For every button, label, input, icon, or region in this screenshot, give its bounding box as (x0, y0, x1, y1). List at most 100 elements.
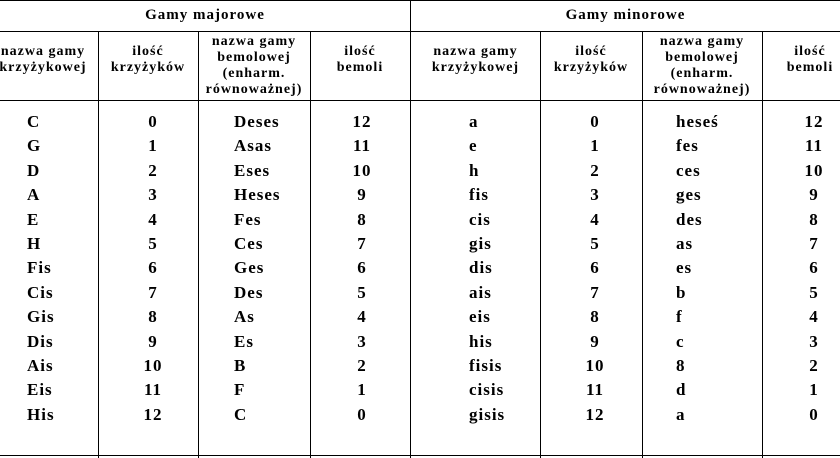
table-cell: 4 (809, 307, 819, 327)
table-cell: His (27, 404, 55, 424)
table-cell: 1 (357, 380, 367, 400)
column-major-flat-names: Deses Asas Eses Heses Fes Ces Ges Des As Es B F C (234, 110, 310, 427)
column-major-flat-counts: 12 11 10 9 8 7 6 5 4 3 2 1 0 (318, 110, 406, 427)
table-cell: C (27, 112, 41, 131)
table-cell: 1 (809, 380, 819, 400)
table-cell: 6 (809, 258, 819, 278)
column-minor-sharp-names: a e h fis cis gis dis ais eis his fisis cisis gisis (469, 110, 539, 427)
table-cell: 2 (148, 160, 158, 180)
col-divider-1 (98, 31, 99, 458)
column-minor-sharp-counts: 0 1 2 3 4 5 6 7 8 9 10 11 12 (545, 110, 645, 427)
table-cell: 5 (357, 282, 367, 302)
table-cell: 7 (809, 233, 819, 253)
bottom-border (0, 455, 840, 456)
table-cell: es (676, 258, 693, 278)
header-major-sharp-count: ilość krzyżyków (110, 44, 186, 75)
table-cell: a (676, 404, 686, 424)
table-cell: 8 (590, 307, 600, 327)
major-scales-header: Gamy majorowe (145, 7, 265, 23)
table-cell: 3 (590, 185, 600, 205)
table-cell: Fes (234, 209, 262, 229)
table-cell: 8 (357, 209, 367, 229)
header-major-flat-count: ilość bemoli (336, 44, 384, 75)
group-header-divider (0, 31, 840, 32)
table-cell: 6 (148, 258, 158, 278)
table-cell: H (27, 233, 42, 253)
table-cell: 6 (357, 258, 367, 278)
header-minor-sharp-count: ilość krzyżyków (553, 44, 629, 75)
table-cell: 9 (148, 331, 158, 351)
header-minor-flat-name: nazwa gamy bemolowej (enharm. równoważne… (653, 34, 751, 97)
table-cell: 2 (809, 355, 819, 375)
table-cell: B (234, 355, 247, 375)
table-cell: c (676, 331, 685, 351)
col-divider-2 (198, 31, 199, 458)
table-cell: Deses (234, 112, 280, 131)
table-cell: 5 (809, 282, 819, 302)
table-cell: Eis (27, 380, 53, 400)
table-cell: 10 (585, 355, 605, 375)
top-border (0, 0, 840, 1)
column-major-sharp-counts: 0 1 2 3 4 5 6 7 8 9 10 11 12 (98, 110, 208, 427)
col-divider-4 (540, 31, 541, 458)
table-cell: 1 (590, 136, 600, 156)
table-cell: h (469, 160, 480, 180)
header-minor-flat-count: ilość bemoli (786, 44, 834, 75)
table-cell: 7 (148, 282, 158, 302)
table-cell: 5 (590, 233, 600, 253)
table-cell: 12 (804, 112, 824, 131)
table-cell: 6 (590, 258, 600, 278)
table-cell: ges (676, 185, 702, 205)
section-divider (410, 0, 411, 458)
table-cell: 3 (809, 331, 819, 351)
table-cell: 9 (357, 185, 367, 205)
table-cell: Heses (234, 185, 281, 205)
table-cell: 11 (143, 380, 163, 400)
col-divider-3 (310, 31, 311, 458)
table-cell: Fis (27, 258, 52, 278)
column-minor-flat-counts: 12 11 10 9 8 7 6 5 4 3 2 1 0 (776, 110, 840, 427)
table-cell: b (676, 282, 687, 302)
table-cell: 1 (148, 136, 158, 156)
column-header-divider (0, 100, 840, 101)
table-cell: cis (469, 209, 491, 229)
table-cell: dis (469, 258, 493, 278)
table-cell: 5 (148, 233, 158, 253)
table-cell: 12 (352, 112, 372, 131)
table-cell: 3 (148, 185, 158, 205)
table-cell: 9 (809, 185, 819, 205)
table-cell: des (676, 209, 703, 229)
table-cell: E (27, 209, 40, 229)
table-cell: 2 (357, 355, 367, 375)
table-cell: Ges (234, 258, 265, 278)
table-cell: fisis (469, 355, 503, 375)
table-cell: 8 (148, 307, 158, 327)
table-cell: 0 (590, 112, 600, 131)
table-cell: F (234, 380, 246, 400)
table-cell: a (469, 112, 479, 131)
table-cell: fes (676, 136, 699, 156)
table-cell: f (676, 307, 683, 327)
table-cell: Asas (234, 136, 273, 156)
header-minor-sharp-name: nazwa gamy krzyżykowej (431, 44, 520, 75)
table-cell: heseś (676, 112, 719, 131)
table-cell: 11 (585, 380, 605, 400)
table-cell: e (469, 136, 478, 156)
table-cell: 7 (357, 233, 367, 253)
table-cell: 10 (352, 160, 372, 180)
minor-scales-header: Gamy minorowe (565, 7, 686, 23)
table-cell: A (27, 185, 41, 205)
column-minor-flat-names: heseś fes ces ges des as es b f c 8 d a (676, 110, 761, 427)
table-cell: C (234, 404, 248, 424)
table-cell: 3 (357, 331, 367, 351)
table-cell: Dis (27, 331, 54, 351)
table-cell: 11 (352, 136, 372, 156)
table-cell: Es (234, 331, 254, 351)
table-cell: 0 (148, 112, 158, 131)
table-cell: G (27, 136, 42, 156)
column-major-sharp-names: C G D A E H Fis Cis Gis Dis Ais Eis His (27, 110, 97, 427)
table-cell: 10 (804, 160, 824, 180)
table-cell: eis (469, 307, 491, 327)
table-cell: his (469, 331, 493, 351)
col-divider-6 (762, 31, 763, 458)
